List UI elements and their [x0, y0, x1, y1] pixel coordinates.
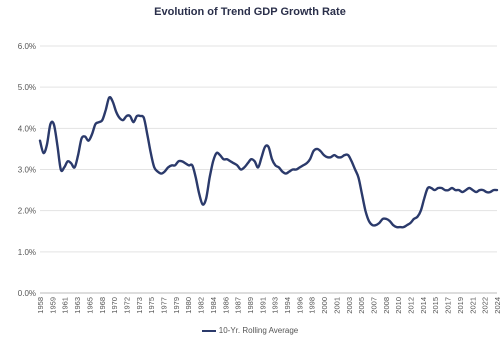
x-tick-label: 1993	[271, 297, 280, 314]
legend: 10-Yr. Rolling Average	[0, 326, 500, 335]
x-tick-label: 1984	[209, 297, 218, 314]
y-tick-label: 6.0%	[18, 42, 36, 51]
x-tick-label: 1991	[258, 297, 267, 314]
x-tick-label: 2001	[332, 297, 341, 314]
x-tick-label: 1998	[308, 297, 317, 314]
x-tick-label: 1973	[135, 297, 144, 314]
x-tick-label: 2010	[394, 297, 403, 314]
x-tick-label: 1982	[197, 297, 206, 314]
series-layer	[38, 95, 499, 229]
x-tick-label: 1977	[160, 297, 169, 314]
x-tick-label: 1996	[295, 297, 304, 314]
x-axis: 1958 1959 1961 1963 1965 1968 1970 1972 1973 1975…	[36, 297, 500, 314]
y-tick-label: 3.0%	[18, 166, 36, 175]
x-tick-label: 2008	[382, 297, 391, 314]
x-tick-label: 2019	[456, 297, 465, 314]
x-tick-label: 1972	[122, 297, 131, 314]
x-tick-label: 1961	[61, 297, 70, 314]
x-tick-label: 1989	[246, 297, 255, 314]
x-tick-label: 1963	[73, 297, 82, 314]
x-tick-label: 1975	[147, 297, 156, 314]
chart-title: Evolution of Trend GDP Growth Rate	[154, 6, 346, 18]
y-tick-label: 5.0%	[18, 83, 36, 92]
x-tick-label: 2005	[357, 297, 366, 314]
y-tick-label: 4.0%	[18, 124, 36, 133]
legend-label: 10-Yr. Rolling Average	[218, 326, 299, 335]
x-tick-label: 2017	[444, 297, 453, 314]
x-tick-label: 2024	[493, 297, 500, 314]
y-tick-label: 0.0%	[18, 289, 36, 298]
x-tick-label: 1970	[110, 297, 119, 314]
series-line	[38, 95, 499, 229]
x-tick-label: 1965	[85, 297, 94, 314]
y-axis: 0.0% 1.0% 2.0% 3.0% 4.0% 5.0% 6.0%	[18, 42, 36, 298]
legend-swatch	[201, 329, 216, 332]
x-tick-label: 1958	[36, 297, 45, 314]
x-tick-label: 1994	[283, 297, 292, 314]
y-tick-label: 2.0%	[18, 207, 36, 216]
x-tick-label: 2003	[345, 297, 354, 314]
x-tick-label: 2021	[468, 297, 477, 314]
x-tick-label: 1979	[172, 297, 181, 314]
x-tick-label: 1980	[184, 297, 193, 314]
x-tick-label: 1959	[48, 297, 57, 314]
x-tick-label: 2000	[320, 297, 329, 314]
x-tick-label: 2007	[369, 297, 378, 314]
x-tick-label: 1987	[234, 297, 243, 314]
x-tick-label: 2015	[431, 297, 440, 314]
x-tick-label: 2012	[407, 297, 416, 314]
x-tick-label: 1986	[221, 297, 230, 314]
x-tick-label: 2022	[481, 297, 490, 314]
x-tick-label: 1968	[98, 297, 107, 314]
grid-layer	[40, 45, 497, 294]
x-tick-label: 2014	[419, 297, 428, 314]
y-tick-label: 1.0%	[18, 248, 36, 257]
